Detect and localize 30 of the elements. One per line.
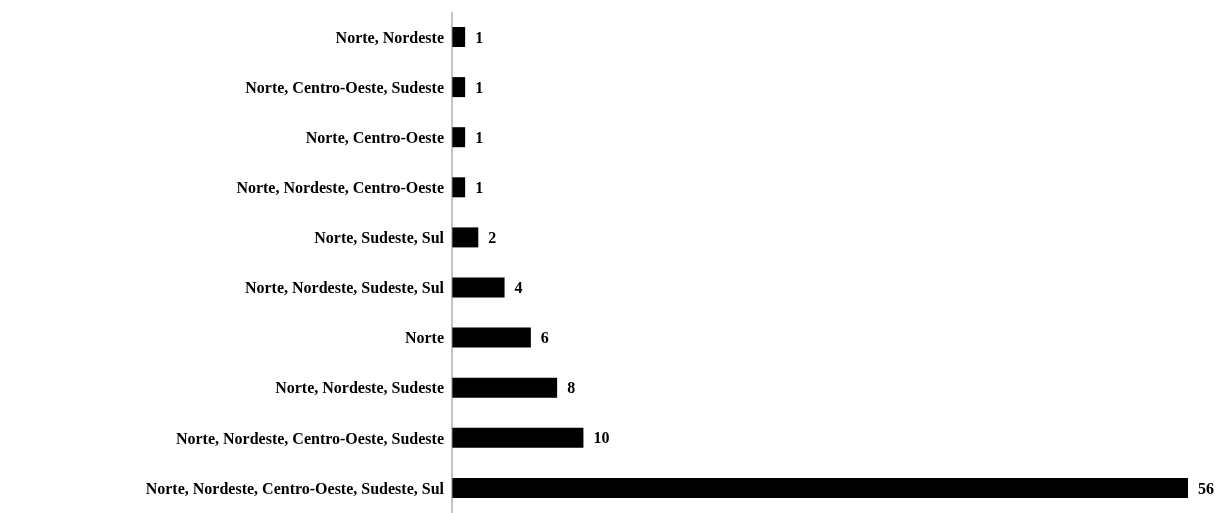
data-label: 1	[475, 178, 484, 196]
data-label: 1	[475, 128, 484, 146]
y-tick-label: Norte, Nordeste, Centro-Oeste	[236, 179, 444, 197]
bar	[452, 327, 531, 348]
y-tick-label: Norte, Nordeste, Centro-Oeste, Sudeste	[175, 429, 444, 447]
y-tick-label: Norte, Nordeste, Sudeste	[275, 379, 444, 397]
bar	[452, 477, 1188, 498]
y-tick-label: Norte, Nordeste, Sudeste, Sul	[244, 279, 445, 297]
y-tick-label: Norte	[404, 329, 444, 347]
bar	[452, 377, 558, 398]
bar	[452, 227, 479, 248]
bar	[452, 77, 466, 98]
data-label: 4	[514, 279, 523, 297]
bar	[452, 177, 466, 198]
y-tick-label: Norte, Centro-Oeste, Sudeste	[245, 78, 444, 96]
bar	[452, 127, 466, 148]
data-label: 1	[475, 28, 484, 46]
y-tick-label: Norte, Nordeste	[335, 28, 444, 46]
y-tick-label: Norte, Centro-Oeste	[305, 128, 444, 146]
data-label: 56	[1198, 479, 1214, 497]
data-label: 1	[475, 78, 484, 96]
bar	[452, 427, 584, 448]
data-label: 10	[593, 429, 610, 447]
y-tick-label: Norte, Sudeste, Sul	[314, 229, 445, 247]
data-label: 8	[567, 379, 576, 397]
data-label: 6	[540, 329, 549, 347]
y-tick-label: Norte, Nordeste, Centro-Oeste, Sudeste, Sul	[145, 479, 445, 497]
bar	[452, 27, 466, 47]
bar	[452, 277, 505, 298]
data-label: 2	[488, 229, 497, 247]
